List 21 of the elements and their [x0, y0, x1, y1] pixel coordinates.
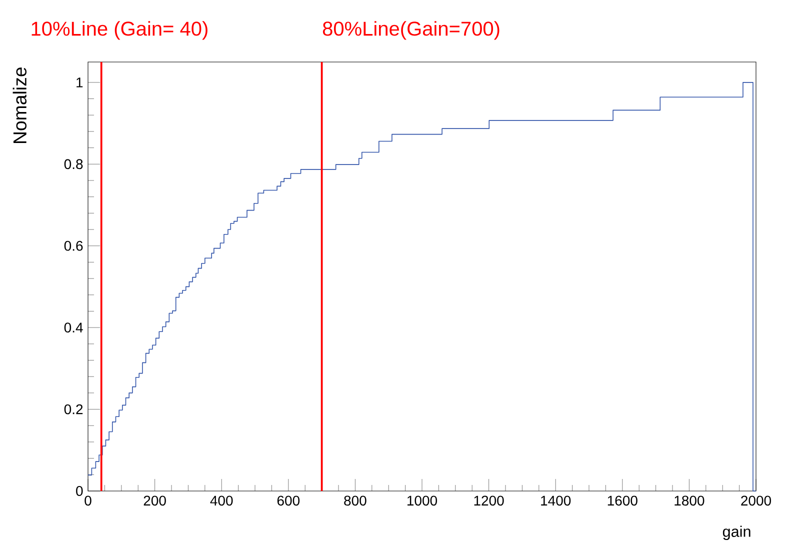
- x-tick-label: 1200: [474, 496, 504, 506]
- x-tick-label: 0: [84, 496, 92, 506]
- y-tick-label: 0.2: [64, 404, 83, 414]
- ref-line-label: 10%Line (Gain= 40): [32, 21, 208, 40]
- x-axis-title: gain: [722, 526, 750, 540]
- x-tick-label: 2000: [741, 496, 772, 506]
- y-tick-label: 0.8: [64, 159, 83, 170]
- x-tick-label: 800: [344, 496, 366, 506]
- x-tick-label: 600: [277, 496, 300, 506]
- ref-line-label: 80%Line(Gain=700): [322, 21, 500, 40]
- y-tick-label: 0.4: [64, 322, 83, 333]
- y-tick-label: 0: [76, 486, 83, 496]
- y-axis-title: Nomalize: [12, 68, 27, 143]
- y-tick-label: 1: [76, 78, 83, 88]
- x-tick-label: 400: [210, 496, 233, 506]
- x-tick-label: 1600: [608, 496, 638, 506]
- x-tick-label: 1400: [541, 496, 571, 506]
- x-tick-label: 1000: [408, 496, 438, 506]
- y-tick-label: 0.6: [64, 240, 83, 251]
- x-tick-label: 200: [144, 496, 166, 506]
- x-tick-label: 1800: [674, 496, 704, 506]
